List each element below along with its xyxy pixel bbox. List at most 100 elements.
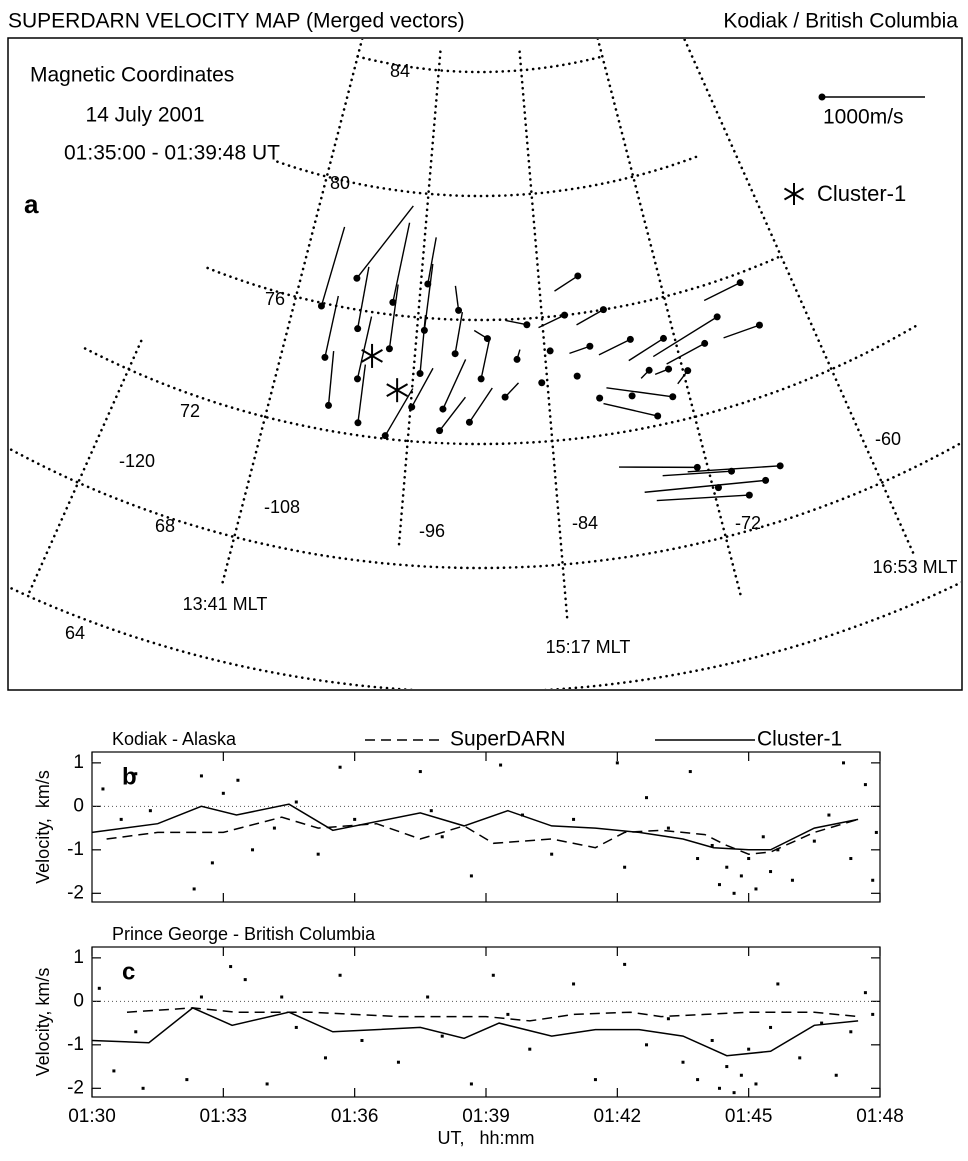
vector-origin	[452, 350, 459, 357]
raw-point	[864, 783, 867, 786]
raw-point	[696, 857, 699, 860]
vector-origin	[694, 464, 701, 471]
raw-point	[769, 870, 772, 873]
vector-origin	[354, 419, 361, 426]
raw-point	[733, 1091, 736, 1094]
raw-point	[120, 818, 123, 821]
raw-point	[594, 1078, 597, 1081]
mlt-label: 13:41 MLT	[183, 594, 268, 614]
latitude-label: 76	[265, 289, 285, 309]
plot-frame	[92, 752, 880, 902]
series-line	[107, 817, 859, 854]
x-tick-label: 01:45	[725, 1106, 773, 1127]
latitude-label: 68	[155, 516, 175, 536]
raw-point	[776, 982, 779, 985]
velocity-vector	[455, 312, 462, 354]
raw-point	[229, 965, 232, 968]
vector-origin	[502, 394, 509, 401]
y-tick-label: -2	[67, 1077, 84, 1098]
x-tick-label: 01:42	[594, 1106, 642, 1127]
raw-point	[667, 827, 670, 830]
series-line	[92, 1008, 858, 1056]
raw-point	[616, 761, 619, 764]
raw-point	[324, 1056, 327, 1059]
vector-origin	[547, 347, 554, 354]
marker-legend-label: Cluster-1	[817, 181, 906, 206]
legend-label: SuperDARN	[450, 728, 566, 751]
velocity-vector	[325, 296, 338, 357]
raw-point	[295, 1026, 298, 1029]
vector-origin	[353, 275, 360, 282]
velocity-vector	[393, 223, 410, 303]
raw-point	[339, 766, 342, 769]
y-tick-label: 0	[73, 795, 84, 816]
vector-origin	[669, 393, 676, 400]
raw-point	[754, 887, 757, 890]
y-tick-label: -2	[67, 882, 84, 903]
x-tick-label: 01:33	[200, 1106, 248, 1127]
raw-point	[696, 1078, 699, 1081]
raw-point	[835, 1074, 838, 1077]
vector-origin	[777, 462, 784, 469]
raw-point	[470, 1082, 473, 1085]
longitude-label: -108	[264, 497, 300, 517]
panel-letter: a	[24, 189, 39, 219]
raw-point	[193, 887, 196, 890]
vector-origin	[586, 343, 593, 350]
raw-point	[798, 1056, 801, 1059]
raw-point	[769, 1026, 772, 1029]
vector-origin	[654, 413, 661, 420]
y-tick-label: 1	[73, 947, 84, 968]
vector-origin	[684, 367, 691, 374]
map-coordinates: Magnetic Coordinates	[30, 64, 234, 87]
raw-point	[353, 818, 356, 821]
raw-point	[506, 1013, 509, 1016]
x-tick-label: 01:39	[462, 1106, 510, 1127]
raw-point	[849, 1030, 852, 1033]
raw-point	[142, 1087, 145, 1090]
longitude-label: -60	[875, 429, 901, 449]
raw-point	[112, 1069, 115, 1072]
map-date: 14 July 2001	[85, 104, 204, 127]
x-tick-label: 01:36	[331, 1106, 379, 1127]
y-tick-label: 1	[73, 752, 84, 773]
vector-origin	[574, 373, 581, 380]
velocity-vector	[667, 343, 705, 364]
plot-frame	[92, 947, 880, 1097]
raw-point	[813, 840, 816, 843]
vector-origin	[646, 367, 653, 374]
mlt-label: 15:17 MLT	[546, 637, 631, 657]
vector-origin	[318, 302, 325, 309]
raw-point	[280, 996, 283, 999]
velocity-vector	[420, 315, 425, 373]
y-tick-label: -1	[67, 1034, 84, 1055]
raw-point	[317, 853, 320, 856]
raw-point	[528, 1048, 531, 1051]
raw-point	[200, 774, 203, 777]
latitude-circle	[0, 432, 968, 692]
velocity-vector	[329, 351, 334, 405]
raw-point	[754, 1082, 757, 1085]
raw-point	[441, 835, 444, 838]
vector-origin	[436, 427, 443, 434]
raw-point	[200, 996, 203, 999]
vector-origin	[701, 340, 708, 347]
cluster-marker	[784, 183, 803, 205]
region-title: Kodiak / British Columbia	[723, 10, 958, 33]
panel-title: Kodiak - Alaska	[112, 729, 237, 749]
vector-origin	[408, 404, 415, 411]
velocity-vector	[389, 284, 398, 348]
raw-point	[295, 801, 298, 804]
longitude-label: -120	[119, 451, 155, 471]
vector-origin	[484, 335, 491, 342]
vector-origin	[386, 345, 393, 352]
raw-point	[185, 1078, 188, 1081]
raw-point	[645, 1043, 648, 1046]
map-interval: 01:35:00 - 01:39:48 UT	[64, 142, 280, 165]
raw-point	[747, 857, 750, 860]
vector-origin	[354, 375, 361, 382]
velocity-vector	[599, 339, 630, 354]
raw-point	[426, 996, 429, 999]
panel-title: Prince George - British Columbia	[112, 924, 376, 944]
